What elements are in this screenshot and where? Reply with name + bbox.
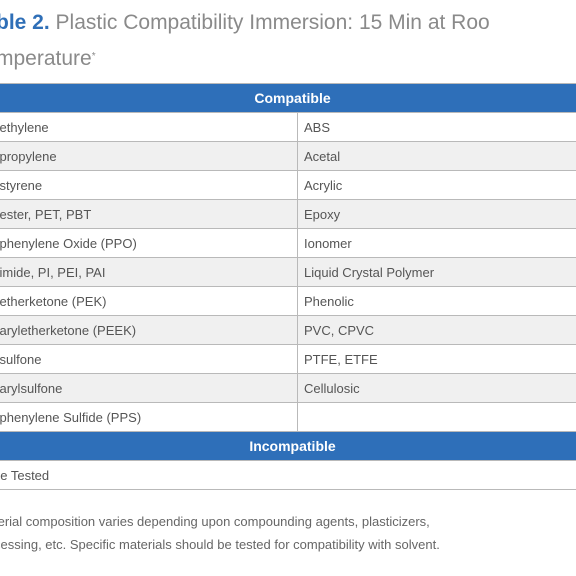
incompatible-rows: ne Tested [0, 460, 576, 490]
table-row: ypropyleneAcetal [0, 141, 576, 171]
table-row: yphenylene Oxide (PPO) Ionomer [0, 228, 576, 258]
compatible-rows: yethyleneABSypropyleneAcetalystyreneAcry… [0, 112, 576, 432]
incompatible-header: Incompatible [0, 431, 576, 461]
material-left-cell: yester, PET, PBT [0, 199, 298, 229]
material-right-cell: Acrylic [296, 170, 576, 200]
footnote: terial composition varies depending upon… [0, 510, 576, 556]
table-row: yphenylene Sulfide (PPS) [0, 402, 576, 432]
material-left-cell: yimide, PI, PEI, PAI [0, 257, 298, 287]
table-row: ysulfonePTFE, ETFE [0, 344, 576, 374]
material-right-cell: PVC, CPVC [296, 315, 576, 345]
material-left-cell: yphenylene Oxide (PPO) [0, 228, 298, 258]
material-left-cell: yethylene [0, 112, 298, 142]
material-right-cell: Phenolic [296, 286, 576, 316]
material-left-cell: yarylsulfone [0, 373, 298, 403]
compatibility-table: Compatible yethyleneABSypropyleneAcetaly… [0, 83, 576, 490]
material-left-cell: ypropylene [0, 141, 298, 171]
material-left-cell: yaryletherketone (PEEK) [0, 315, 298, 345]
table-number: ble 2. [0, 11, 50, 34]
material-left-cell: yphenylene Sulfide (PPS) [0, 402, 298, 432]
table-title-text: Plastic Compatibility Immersion: 15 Min … [49, 11, 490, 34]
table-title-line2: mperature* [0, 42, 490, 76]
material-right-cell: Cellulosic [296, 373, 576, 403]
table-row: ne Tested [0, 460, 576, 490]
material-right-cell: Liquid Crystal Polymer [296, 257, 576, 287]
table-row: yimide, PI, PEI, PAI Liquid Crystal Polym… [0, 257, 576, 287]
table-title-line2-text: mperature [0, 47, 92, 70]
compatible-header: Compatible [0, 83, 576, 113]
footnote-mark: * [91, 51, 96, 62]
incompatible-header-row: Incompatible [0, 431, 576, 461]
material-right-cell: Ionomer [296, 228, 576, 258]
table-row: ystyreneAcrylic [0, 170, 576, 200]
material-right-cell: PTFE, ETFE [296, 344, 576, 374]
table-row: yaryletherketone (PEEK) PVC, CPVC [0, 315, 576, 345]
material-left-cell: ystyrene [0, 170, 298, 200]
incompatible-cell: ne Tested [0, 460, 576, 490]
table-row: yarylsulfoneCellulosic [0, 373, 576, 403]
material-left-cell: yetherketone (PEK) [0, 286, 298, 316]
footnote-line-1: terial composition varies depending upon… [0, 514, 430, 529]
table-title: ble 2. Plastic Compatibility Immersion: … [0, 4, 490, 76]
material-left-cell: ysulfone [0, 344, 298, 374]
footnote-line-2: cessing, etc. Specific materials should … [0, 537, 440, 552]
table-row: yester, PET, PBT Epoxy [0, 199, 576, 229]
compatible-header-row: Compatible [0, 83, 576, 113]
material-right-cell [296, 402, 576, 432]
material-right-cell: ABS [296, 112, 576, 142]
table-row: yethyleneABS [0, 112, 576, 142]
material-right-cell: Epoxy [296, 199, 576, 229]
material-right-cell: Acetal [296, 141, 576, 171]
table-row: yetherketone (PEK) Phenolic [0, 286, 576, 316]
